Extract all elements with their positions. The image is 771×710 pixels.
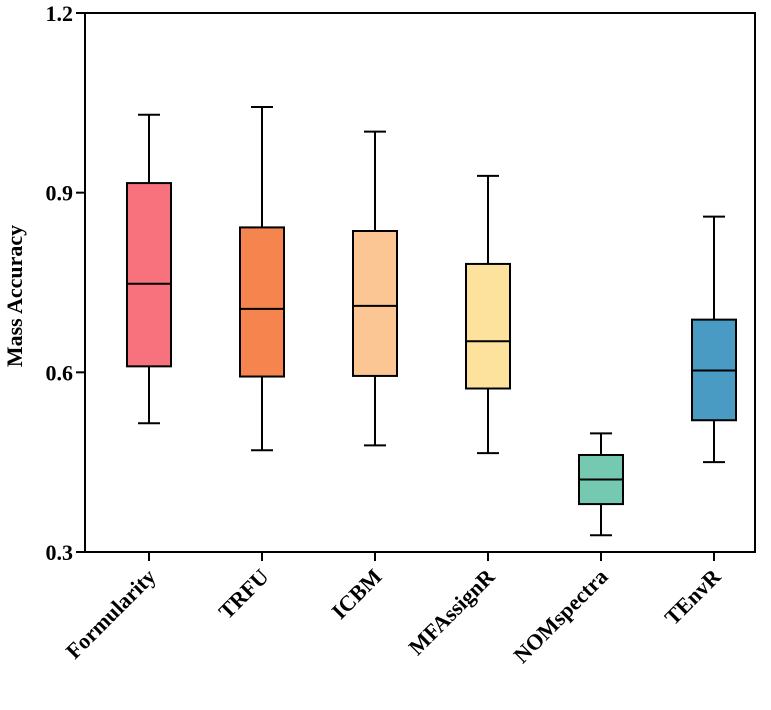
y-tick-label: 0.6 (46, 360, 74, 385)
x-tick-label: MFAssignR (403, 563, 500, 660)
box-formularity (126, 113, 172, 425)
x-tick-label: TEnvR (659, 563, 726, 630)
x-tick-label: TRFU (214, 564, 274, 624)
y-axis-ticks: 0.3 0.6 0.9 1.2 (46, 1, 85, 565)
iqr-box (352, 229, 398, 377)
y-axis-label: Mass Accuracy (2, 225, 27, 367)
box-nomspectra (578, 432, 624, 537)
box-icbm (352, 130, 398, 447)
box-mfassignr (465, 174, 511, 455)
x-tick-label: ICBM (327, 564, 387, 624)
box-tenvr (691, 215, 737, 464)
plot-frame (84, 12, 756, 553)
y-tick-label: 0.3 (46, 540, 74, 565)
x-tick-label: NOMspectra (508, 564, 612, 668)
y-tick-label: 0.9 (46, 181, 74, 206)
box-trfu (239, 106, 285, 452)
iqr-box (126, 182, 172, 368)
x-axis-ticks: Formularity TRFU ICBM MFAssignR NOMspectra TE… (61, 552, 726, 668)
boxes (126, 106, 737, 537)
iqr-box (239, 226, 285, 378)
x-tick-label: Formularity (61, 564, 161, 664)
y-tick-label: 1.2 (46, 1, 74, 26)
iqr-box (465, 262, 511, 390)
